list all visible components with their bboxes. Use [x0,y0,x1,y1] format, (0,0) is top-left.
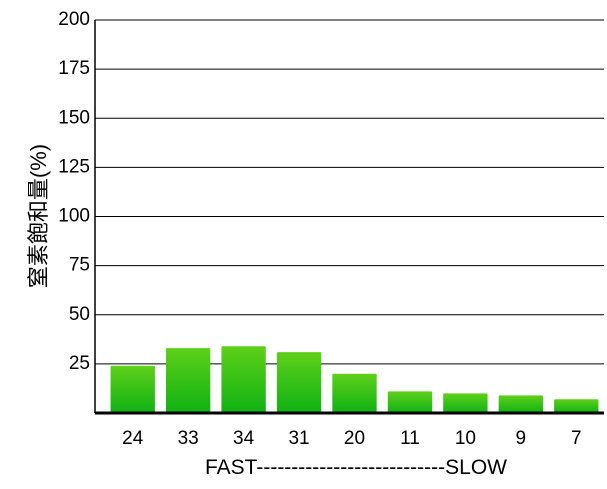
bar [554,399,599,413]
bar [276,352,322,413]
axes [94,20,604,415]
bar [165,348,211,413]
x-tick-label: 34 [233,428,255,449]
y-tick-label: 175 [58,58,90,79]
x-tick-label: 24 [122,428,144,449]
bar [221,346,266,413]
y-tick-label: 25 [69,353,90,374]
bars [110,346,599,413]
grid-lines [95,19,604,365]
x-tick-label: 9 [516,428,527,449]
y-tick-label: 200 [58,9,90,30]
y-tick-label: 50 [69,304,90,325]
y-axis-label: 窒素飽和量(%) [26,144,51,288]
y-tick-label: 100 [58,206,90,227]
y-tick-labels: 25 50 75 100 125 150 175 200 [58,9,90,374]
bar [498,395,544,413]
x-tick-label: 20 [344,428,365,449]
y-tick-label: 75 [69,255,90,276]
bar [387,391,433,413]
x-tick-label: 10 [455,428,476,449]
y-tick-label: 125 [58,156,90,177]
y-tick-label: 150 [58,107,90,128]
x-tick-label: 33 [178,428,199,449]
x-axis-label: FAST---------------------------SLOW [205,456,507,479]
x-tick-label: 7 [571,428,582,449]
x-tick-label: 31 [288,428,309,449]
x-tick-label: 11 [400,428,420,449]
bar [110,365,155,413]
bar [332,373,377,413]
bar [443,393,488,413]
x-tick-labels: 24 33 34 31 20 11 10 9 7 [122,428,581,449]
